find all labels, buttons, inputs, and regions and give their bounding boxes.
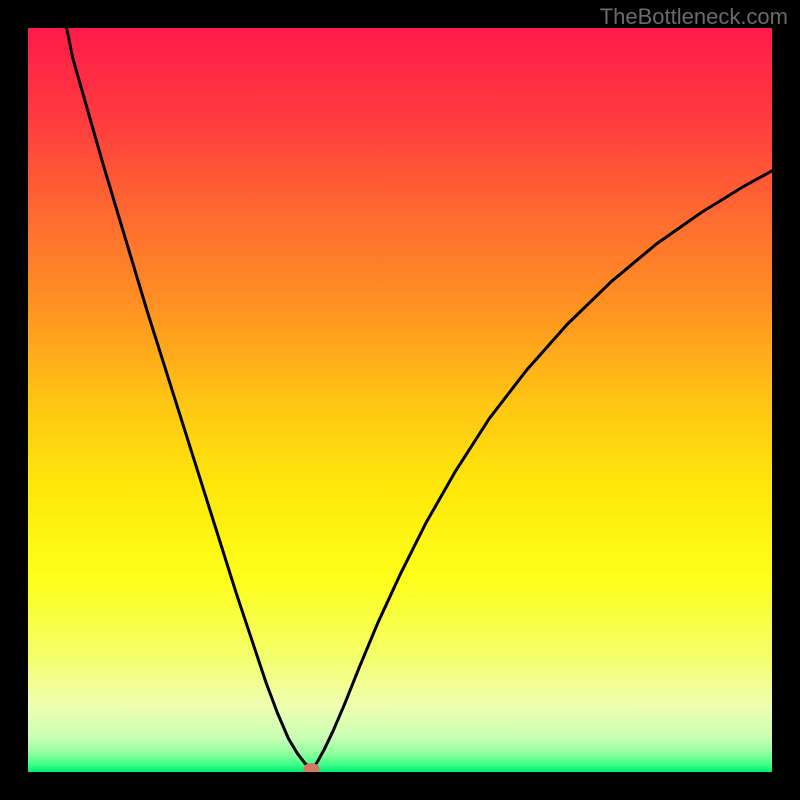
gradient-background (28, 28, 772, 772)
plot-area (28, 28, 772, 772)
watermark-text: TheBottleneck.com (600, 4, 788, 30)
chart-container: TheBottleneck.com (0, 0, 800, 800)
chart-svg (28, 28, 772, 772)
